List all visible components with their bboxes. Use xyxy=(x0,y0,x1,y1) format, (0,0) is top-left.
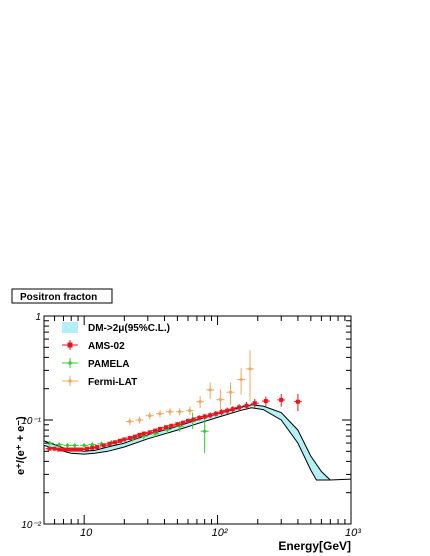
data-point xyxy=(95,445,100,450)
series-fermi-lat xyxy=(125,350,255,426)
dm-band-upper-edge xyxy=(43,404,331,481)
y-tick-label: 1 xyxy=(35,312,41,323)
data-point xyxy=(127,436,132,441)
data-point xyxy=(180,420,185,425)
data-point xyxy=(168,410,172,414)
data-point xyxy=(218,398,223,402)
legend-label: Fermi-LAT xyxy=(88,377,137,388)
dm-band-fill xyxy=(44,404,331,480)
data-point xyxy=(178,410,182,414)
legend-label: AMS-02 xyxy=(88,341,125,352)
data-point xyxy=(163,425,168,430)
y-tick-label: 10⁻² xyxy=(21,520,41,531)
legend-marker xyxy=(67,342,73,348)
data-point xyxy=(79,447,84,452)
data-point xyxy=(57,447,62,452)
data-point xyxy=(84,446,89,451)
legend-band-swatch xyxy=(62,322,78,333)
data-point xyxy=(263,399,268,404)
data-point xyxy=(244,403,249,408)
data-point xyxy=(47,446,52,451)
dm-band-lower-edge xyxy=(43,407,331,481)
data-point xyxy=(147,430,152,435)
data-point xyxy=(137,432,142,437)
data-point xyxy=(169,423,174,428)
series-layer xyxy=(45,350,302,454)
data-point xyxy=(295,399,300,404)
chart-title: Positron fracton xyxy=(20,292,97,303)
data-point xyxy=(225,408,230,413)
data-point xyxy=(132,434,137,439)
ticks-layer: 10 10² 10³ 10⁻² 10⁻¹ 1 xyxy=(21,312,361,539)
data-point xyxy=(279,397,284,402)
data-point xyxy=(90,445,95,450)
data-point xyxy=(252,401,257,406)
data-point xyxy=(237,405,242,410)
y-tick-label: 10⁻¹ xyxy=(21,416,41,427)
data-point xyxy=(101,443,106,448)
dm-band-extension xyxy=(330,478,352,481)
data-point xyxy=(203,429,207,433)
legend-label: PAMELA xyxy=(88,359,129,370)
legend-label: DM->2μ(95%C.L.) xyxy=(88,323,170,334)
legend-item-band: DM->2μ(95%C.L.) xyxy=(62,322,170,334)
data-point xyxy=(122,437,127,442)
data-point xyxy=(82,443,86,447)
legend-marker xyxy=(68,361,72,365)
data-point xyxy=(158,412,162,416)
legend-item-pamela: PAMELA xyxy=(62,358,129,370)
data-point xyxy=(185,418,190,423)
data-point xyxy=(128,419,132,423)
data-point xyxy=(248,367,252,371)
data-point xyxy=(90,443,94,447)
data-point xyxy=(230,407,235,412)
legend: DM->2μ(95%C.L.) AMS-02 PAMELA Fermi-LAT xyxy=(62,322,170,388)
data-point xyxy=(141,431,146,436)
data-point xyxy=(112,440,117,445)
data-point xyxy=(47,441,52,445)
data-point xyxy=(188,409,192,413)
x-tick-label: 10² xyxy=(212,527,228,539)
data-point xyxy=(208,388,212,392)
data-point xyxy=(73,443,77,447)
x-axis-label: Energy[GeV] xyxy=(278,539,351,553)
data-point xyxy=(137,418,142,422)
data-point xyxy=(202,414,207,419)
data-point xyxy=(219,410,224,415)
series-ams-02 xyxy=(45,393,302,452)
y-axis-label: e⁺/(e⁺ + e⁻) xyxy=(15,416,27,475)
data-point xyxy=(213,411,218,416)
data-point xyxy=(239,377,243,382)
data-point xyxy=(153,431,157,436)
chart-title-box: Positron fracton xyxy=(11,288,113,304)
series-pamela xyxy=(45,412,209,454)
data-point xyxy=(117,438,122,443)
data-point xyxy=(153,428,158,433)
data-point xyxy=(65,443,70,447)
data-point xyxy=(208,413,213,418)
x-tick-label: 10³ xyxy=(345,527,361,539)
legend-item-fermi-lat: Fermi-LAT xyxy=(62,376,137,388)
legend-marker xyxy=(68,379,72,383)
data-point xyxy=(107,441,112,446)
data-point xyxy=(228,390,233,394)
data-point xyxy=(198,400,202,404)
data-point xyxy=(52,446,57,451)
data-point xyxy=(157,426,162,431)
legend-item-ams-02: AMS-02 xyxy=(62,340,125,352)
data-point xyxy=(197,415,202,420)
x-tick-label: 10 xyxy=(80,527,93,539)
data-point xyxy=(148,414,152,418)
data-point xyxy=(175,422,180,427)
data-point xyxy=(191,417,196,422)
data-point xyxy=(57,443,61,447)
